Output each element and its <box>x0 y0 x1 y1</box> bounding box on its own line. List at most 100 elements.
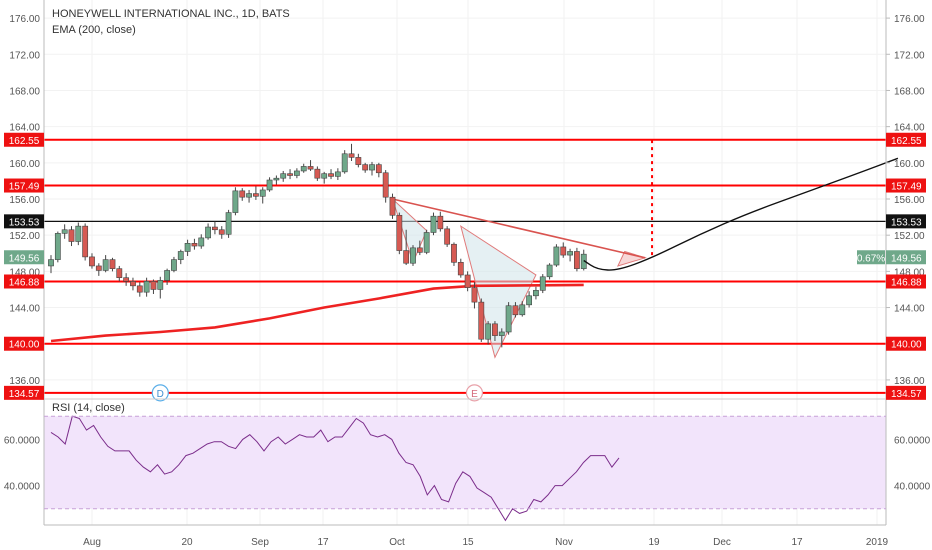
candle-body <box>164 270 171 281</box>
candle-body <box>369 164 375 171</box>
candle-body <box>519 304 526 316</box>
price-label-left: 140.00 <box>9 340 40 351</box>
candle-body <box>102 259 109 271</box>
candle-body <box>553 246 560 266</box>
candle-body <box>136 285 143 293</box>
candle-body <box>177 251 184 260</box>
candle-body <box>232 190 239 213</box>
price-label-right: 157.49 <box>891 182 922 193</box>
candle-body <box>266 179 273 191</box>
candle-body <box>560 246 567 256</box>
price-label-bg <box>886 214 926 229</box>
candle-body <box>253 193 259 197</box>
y-tick-label-left: 164.00 <box>9 123 40 134</box>
candle-body <box>430 215 437 233</box>
candle-body <box>437 215 444 230</box>
change-label: 0.67% <box>857 253 885 264</box>
price-label-left-bg <box>4 178 44 193</box>
candle-body <box>157 280 164 290</box>
price-label-left-bg <box>4 336 44 351</box>
y-tick-label-left: 152.00 <box>9 231 40 242</box>
candle-body <box>130 281 136 287</box>
y-tick-label-right: 136.00 <box>894 376 925 387</box>
price-label-left: 146.88 <box>9 277 40 288</box>
candle-body <box>280 173 287 179</box>
candle-body <box>355 157 362 165</box>
indicator-label: EMA (200, close) <box>52 24 136 36</box>
candle-body <box>68 229 75 242</box>
candle-body <box>48 259 54 267</box>
candle-body <box>54 233 61 260</box>
price-label-left: 134.57 <box>9 389 40 400</box>
price-label-left-bg <box>4 250 44 265</box>
candle-body <box>574 251 580 269</box>
candle-body <box>348 153 355 158</box>
x-tick-label: 15 <box>462 537 474 548</box>
rsi-line <box>50 415 620 522</box>
dividend-marker-label: D <box>157 389 164 400</box>
candle-body <box>533 290 539 297</box>
y-tick-label-right: 176.00 <box>894 14 925 25</box>
candle-body <box>143 281 150 293</box>
candle-body <box>225 212 232 235</box>
rsi-tick-label-left: 60.0000 <box>4 435 41 446</box>
candle-body <box>307 166 314 170</box>
price-label-bg <box>886 132 926 147</box>
y-tick-label-right: 160.00 <box>894 159 925 170</box>
candle-body <box>293 170 300 176</box>
candle-body <box>334 171 341 177</box>
candle-body <box>389 196 396 216</box>
ema-200-line <box>50 283 584 343</box>
price-label-left-bg <box>4 385 44 400</box>
candle-body <box>485 323 492 340</box>
price-label-right: 162.55 <box>891 136 922 147</box>
price-label-bg <box>886 385 926 400</box>
candle-body <box>382 172 389 198</box>
x-tick-label: Nov <box>555 537 573 548</box>
y-tick-label-left: 156.00 <box>9 195 40 206</box>
price-label-right: 149.56 <box>891 253 922 264</box>
y-tick-label-left: 172.00 <box>9 50 40 61</box>
candle-body <box>526 295 532 306</box>
price-label-left: 149.56 <box>9 253 40 264</box>
candles <box>48 143 587 348</box>
projection-curve <box>583 157 899 271</box>
candle-body <box>205 226 211 239</box>
change-label-bg <box>857 250 885 265</box>
candle-body <box>191 243 198 247</box>
candle-body <box>328 173 334 177</box>
y-tick-label-right: 168.00 <box>894 86 925 97</box>
candle-body <box>403 250 410 264</box>
y-tick-label-right: 144.00 <box>894 304 925 315</box>
earnings-marker-label: E <box>471 389 478 400</box>
candle-body <box>184 243 191 252</box>
price-label-right: 134.57 <box>891 389 922 400</box>
x-tick-label: Oct <box>389 537 405 548</box>
x-tick-label: 17 <box>791 537 803 548</box>
candle-body <box>396 214 403 251</box>
y-tick-label-left: 168.00 <box>9 86 40 97</box>
x-tick-label: Aug <box>83 537 101 548</box>
x-tick-label: 19 <box>648 537 660 548</box>
y-tick-label-right: 152.00 <box>894 231 925 242</box>
candle-body <box>505 305 512 333</box>
candle-body <box>109 259 116 269</box>
price-label-bg <box>886 336 926 351</box>
candle-body <box>123 277 130 282</box>
candle-body <box>375 164 382 174</box>
x-tick-label: 2019 <box>866 537 889 548</box>
pattern-drawings <box>391 139 654 359</box>
candle-body <box>567 251 573 256</box>
y-tick-label-right: 164.00 <box>894 123 925 134</box>
candle-body <box>171 259 177 271</box>
candle-body <box>239 190 246 198</box>
dividend-marker-icon <box>151 384 169 402</box>
candle-body <box>321 173 328 179</box>
candle-body <box>75 225 82 242</box>
x-tick-label: Sep <box>251 537 269 548</box>
y-tick-label-right: 148.00 <box>894 267 925 278</box>
candle-body <box>492 323 498 336</box>
candle-body <box>273 177 280 181</box>
